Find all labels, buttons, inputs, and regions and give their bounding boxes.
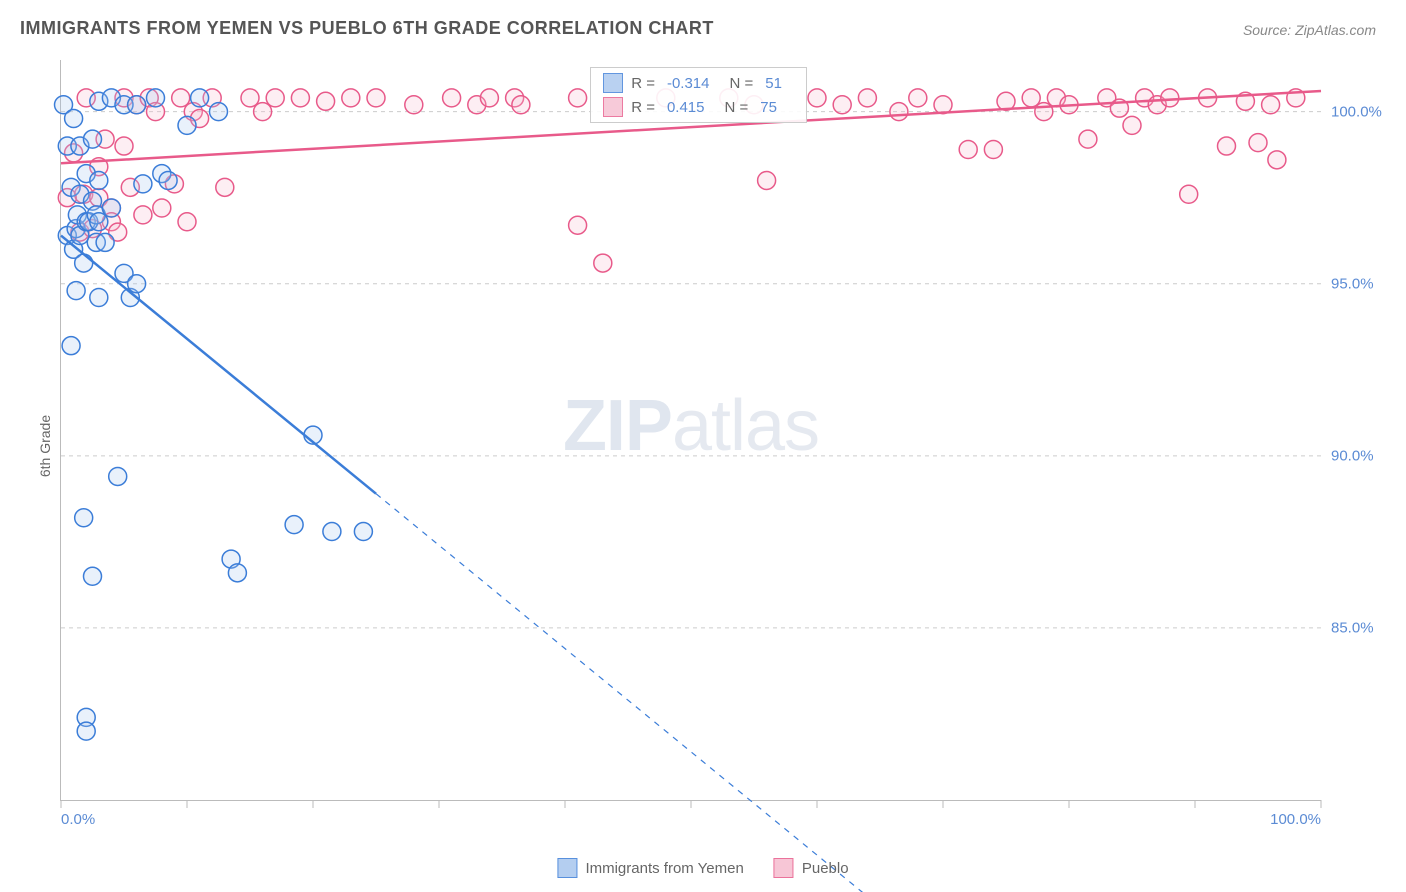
scatter-point (102, 199, 120, 217)
y-tick-label: 95.0% (1331, 275, 1401, 292)
scatter-point (134, 206, 152, 224)
chart-title: IMMIGRANTS FROM YEMEN VS PUEBLO 6TH GRAD… (20, 18, 714, 39)
legend-item: Pueblo (774, 858, 849, 878)
scatter-point (1022, 89, 1040, 107)
scatter-point (1123, 116, 1141, 134)
scatter-point (367, 89, 385, 107)
series-swatch (603, 73, 623, 93)
scatter-point (569, 216, 587, 234)
scatter-point (153, 199, 171, 217)
scatter-point (291, 89, 309, 107)
scatter-point (178, 116, 196, 134)
scatter-point (1180, 185, 1198, 203)
trend-line-dashed (376, 494, 893, 892)
scatter-point (84, 567, 102, 585)
source-attribution: Source: ZipAtlas.com (1243, 22, 1376, 38)
y-tick-label: 85.0% (1331, 619, 1401, 636)
scatter-point (210, 103, 228, 121)
scatter-point (90, 288, 108, 306)
scatter-point (115, 137, 133, 155)
stat-r-value: -0.314 (667, 75, 710, 92)
y-tick-label: 90.0% (1331, 447, 1401, 464)
legend-swatch (557, 858, 577, 878)
scatter-point (1218, 137, 1236, 155)
scatter-point (254, 103, 272, 121)
scatter-point (959, 140, 977, 158)
legend-swatch (774, 858, 794, 878)
scatter-point (65, 110, 83, 128)
scatter-point (62, 337, 80, 355)
scatter-point (1161, 89, 1179, 107)
scatter-point (758, 171, 776, 189)
scatter-point (890, 103, 908, 121)
stats-row: R = 0.415 N = 75 (591, 95, 806, 119)
scatter-point (1262, 96, 1280, 114)
scatter-point (569, 89, 587, 107)
stat-n-value: 51 (765, 75, 782, 92)
scatter-point (594, 254, 612, 272)
scatter-point (228, 564, 246, 582)
trend-line-solid (61, 236, 376, 494)
bottom-legend: Immigrants from Yemen Pueblo (557, 858, 848, 878)
stat-n-value: 75 (760, 99, 777, 116)
scatter-point (984, 140, 1002, 158)
scatter-point (77, 722, 95, 740)
scatter-point (147, 89, 165, 107)
scatter-point (67, 282, 85, 300)
plot-area: ZIPatlas R =-0.314N =51R =0.415N =75 85.… (60, 60, 1321, 801)
scatter-point (84, 130, 102, 148)
stat-r-value: 0.415 (667, 99, 705, 116)
scatter-point (342, 89, 360, 107)
plot-svg (61, 60, 1321, 800)
x-tick-label: 100.0% (1270, 811, 1321, 828)
y-tick-label: 100.0% (1331, 103, 1401, 120)
scatter-point (909, 89, 927, 107)
scatter-point (134, 175, 152, 193)
stats-row: R = -0.314 N = 51 (591, 71, 806, 95)
series-swatch (603, 97, 623, 117)
scatter-point (317, 92, 335, 110)
legend-label: Pueblo (802, 860, 849, 877)
stats-legend-box: R = -0.314 N = 51 R = 0.415 N = 75 (590, 67, 807, 123)
scatter-point (1249, 134, 1267, 152)
scatter-point (109, 467, 127, 485)
scatter-point (128, 96, 146, 114)
scatter-point (90, 171, 108, 189)
scatter-point (285, 516, 303, 534)
scatter-point (241, 89, 259, 107)
scatter-point (266, 89, 284, 107)
scatter-point (191, 89, 209, 107)
scatter-point (96, 233, 114, 251)
scatter-point (178, 213, 196, 231)
chart-container: IMMIGRANTS FROM YEMEN VS PUEBLO 6TH GRAD… (0, 0, 1406, 892)
scatter-point (216, 178, 234, 196)
scatter-point (1079, 130, 1097, 148)
y-axis-label: 6th Grade (37, 415, 53, 477)
stat-n-label: N = (725, 99, 749, 116)
scatter-point (1268, 151, 1286, 169)
legend-label: Immigrants from Yemen (585, 860, 743, 877)
scatter-point (833, 96, 851, 114)
scatter-point (512, 96, 530, 114)
scatter-point (90, 213, 108, 231)
scatter-point (128, 275, 146, 293)
stat-r-label: R = (631, 75, 655, 92)
scatter-point (480, 89, 498, 107)
scatter-point (808, 89, 826, 107)
scatter-point (858, 89, 876, 107)
scatter-point (934, 96, 952, 114)
stat-n-label: N = (730, 75, 754, 92)
scatter-point (323, 523, 341, 541)
scatter-point (354, 523, 372, 541)
scatter-point (172, 89, 190, 107)
legend-item: Immigrants from Yemen (557, 858, 743, 878)
x-tick-label: 0.0% (61, 811, 95, 828)
scatter-point (159, 171, 177, 189)
scatter-point (75, 254, 93, 272)
scatter-point (75, 509, 93, 527)
scatter-point (405, 96, 423, 114)
scatter-point (443, 89, 461, 107)
stat-r-label: R = (631, 99, 655, 116)
